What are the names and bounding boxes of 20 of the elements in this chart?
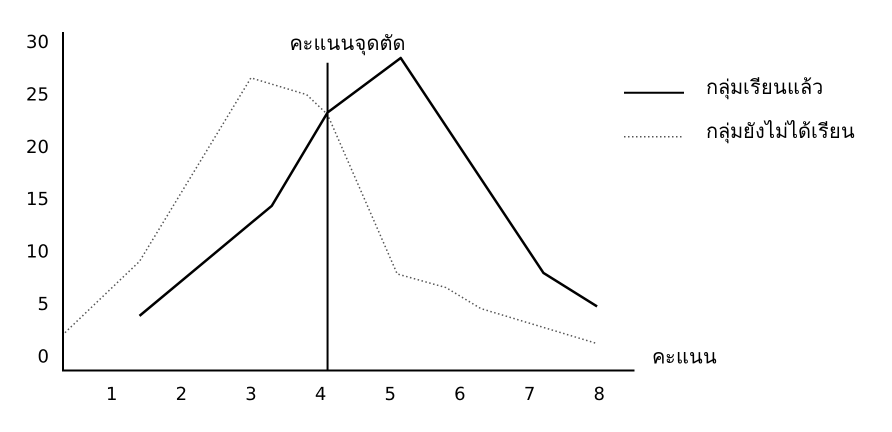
ref-line-label: คะแนนจุดตัด bbox=[290, 31, 406, 56]
y-tick-label: 0 bbox=[37, 346, 49, 368]
y-tick-label: 5 bbox=[37, 294, 49, 316]
legend-label: กลุ่มยังไม่ได้เรียน bbox=[706, 119, 855, 144]
x-tick-label: 8 bbox=[593, 384, 605, 405]
x-tick-label: 7 bbox=[524, 384, 536, 405]
y-tick-label: 25 bbox=[26, 84, 49, 106]
x-tick-label: 1 bbox=[106, 384, 118, 405]
legend-label: กลุ่มเรียนแล้ว bbox=[706, 75, 823, 100]
x-tick-label: 6 bbox=[454, 384, 466, 405]
y-tick-label: 10 bbox=[26, 242, 49, 263]
y-tick-label: 30 bbox=[26, 32, 49, 53]
x-tick-label: 2 bbox=[176, 384, 188, 405]
y-tick-label: 20 bbox=[26, 136, 49, 158]
y-tick-label: 15 bbox=[26, 189, 49, 210]
x-axis-title: คะแนน bbox=[652, 344, 717, 369]
line-series bbox=[64, 77, 596, 344]
x-tick-label: 3 bbox=[245, 384, 257, 405]
x-tick-label: 4 bbox=[314, 384, 326, 405]
x-tick-label: 5 bbox=[384, 384, 396, 405]
